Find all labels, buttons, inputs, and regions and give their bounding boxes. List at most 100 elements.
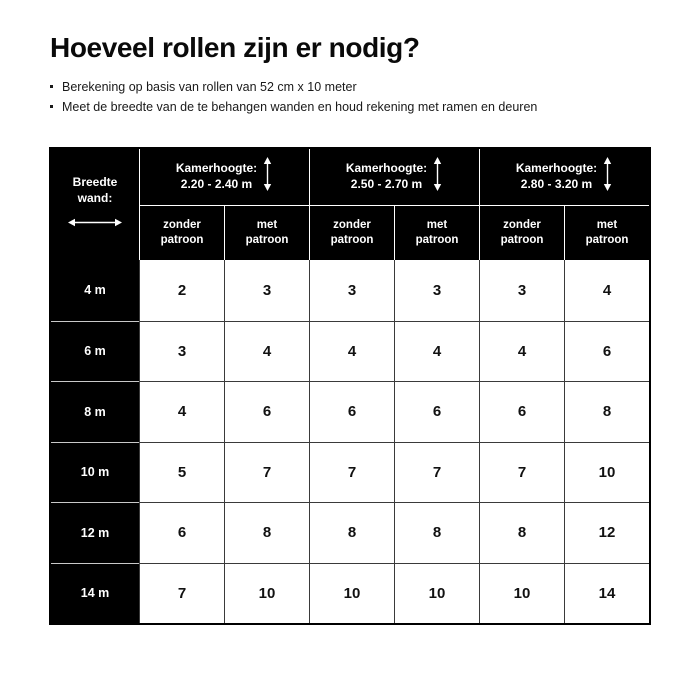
- table-cell: 3: [224, 260, 309, 321]
- table-cell: 3: [394, 260, 479, 321]
- subheader-cell: zonder patroon: [310, 206, 394, 260]
- table-cell: 8: [394, 502, 479, 563]
- table-cell: 8: [309, 502, 394, 563]
- subheader-line2: patroon: [160, 234, 204, 246]
- table-cell: 4: [479, 320, 564, 381]
- group-title-line2: 2.50 - 2.70 m: [350, 177, 423, 191]
- subheader-cell: zonder patroon: [140, 206, 224, 260]
- table-header: Breedte wand: Kamerhoogte:: [51, 149, 649, 260]
- list-item: Meet de breedte van de te behangen wande…: [50, 97, 660, 117]
- subheader-cell: zonder patroon: [480, 206, 564, 260]
- group-title-line1: Kamerhoogte:: [515, 161, 598, 175]
- row-header-cell: 6 m: [51, 320, 139, 381]
- table-cell: 7: [224, 441, 309, 502]
- subheader-line1: met: [256, 219, 278, 231]
- vertical-double-arrow-icon: [262, 156, 273, 196]
- table-cell: 8: [564, 381, 649, 442]
- table-cell: 4: [394, 320, 479, 381]
- table-cell: 4: [139, 381, 224, 442]
- group-title-line2: 2.80 - 3.20 m: [520, 177, 593, 191]
- table-row: 12 m 6 8 8 8 8 12: [51, 502, 649, 563]
- stub-label-line1: Breedte: [72, 175, 118, 189]
- row-header-cell: 8 m: [51, 381, 139, 442]
- rolls-table: Breedte wand: Kamerhoogte:: [49, 147, 651, 625]
- subheader-line1: zonder: [503, 219, 541, 231]
- column-group-3: Kamerhoogte: 2.80 - 3.20 m: [479, 149, 649, 260]
- table-cell: 5: [139, 441, 224, 502]
- heading-block: Hoeveel rollen zijn er nodig? Berekening…: [50, 31, 660, 117]
- column-group-title: Kamerhoogte: 2.20 - 2.40 m: [140, 149, 309, 205]
- table-cell: 6: [479, 381, 564, 442]
- group-title-line1: Kamerhoogte:: [175, 161, 258, 175]
- table-cell: 3: [309, 260, 394, 321]
- table-row: 6 m 3 4 4 4 4 6: [51, 320, 649, 381]
- table-row: 10 m 5 7 7 7 7 10: [51, 441, 649, 502]
- column-subheader-row: zonder patroon met patroon: [310, 205, 479, 260]
- notes-list: Berekening op basis van rollen van 52 cm…: [50, 77, 660, 117]
- subheader-line1: met: [426, 219, 448, 231]
- table-cell: 10: [564, 441, 649, 502]
- table-cell: 7: [479, 441, 564, 502]
- table-cell: 2: [139, 260, 224, 321]
- table-cell: 7: [394, 441, 479, 502]
- subheader-cell: met patroon: [224, 206, 309, 260]
- subheader-line2: patroon: [245, 234, 289, 246]
- vertical-double-arrow-icon: [432, 156, 443, 196]
- table-cell: 4: [309, 320, 394, 381]
- table-cell: 6: [309, 381, 394, 442]
- subheader-line1: met: [596, 219, 618, 231]
- column-group-2: Kamerhoogte: 2.50 - 2.70 m: [309, 149, 479, 260]
- subheader-cell: met patroon: [394, 206, 479, 260]
- column-group-title: Kamerhoogte: 2.50 - 2.70 m: [310, 149, 479, 205]
- table-cell: 6: [224, 381, 309, 442]
- table-cell: 7: [309, 441, 394, 502]
- table-cell: 4: [564, 260, 649, 321]
- table-row: 14 m 7 10 10 10 10 14: [51, 562, 649, 623]
- table-row: 8 m 4 6 6 6 6 8: [51, 381, 649, 442]
- row-header-cell: 14 m: [51, 562, 139, 623]
- row-header-cell: 4 m: [51, 260, 139, 321]
- column-group-1: Kamerhoogte: 2.20 - 2.40 m: [139, 149, 309, 260]
- subheader-line2: patroon: [500, 234, 544, 246]
- list-item: Berekening op basis van rollen van 52 cm…: [50, 77, 660, 97]
- vertical-double-arrow-icon: [602, 156, 613, 196]
- row-header-cell: 12 m: [51, 502, 139, 563]
- table-cell: 10: [394, 562, 479, 623]
- table-cell: 14: [564, 562, 649, 623]
- table-cell: 8: [479, 502, 564, 563]
- table-cell: 10: [224, 562, 309, 623]
- table-body: 4 m 2 3 3 3 3 4 6 m 3 4 4 4 4: [51, 260, 649, 623]
- note-text: Meet de breedte van de te behangen wande…: [62, 100, 538, 114]
- bullet-dot-icon: [50, 85, 53, 88]
- table-cell: 8: [224, 502, 309, 563]
- table-corner-cell: Breedte wand:: [51, 149, 139, 260]
- column-subheader-row: zonder patroon met patroon: [140, 205, 309, 260]
- table-cell: 12: [564, 502, 649, 563]
- stub-label-line2: wand:: [77, 191, 113, 205]
- group-title-line2: 2.20 - 2.40 m: [180, 177, 253, 191]
- row-header-cell: 10 m: [51, 441, 139, 502]
- subheader-line2: patroon: [415, 234, 459, 246]
- subheader-line2: patroon: [585, 234, 629, 246]
- table-cell: 10: [479, 562, 564, 623]
- group-title-line1: Kamerhoogte:: [345, 161, 428, 175]
- table-cell: 6: [564, 320, 649, 381]
- column-group-container: Kamerhoogte: 2.20 - 2.40 m: [139, 149, 649, 260]
- table-cell: 3: [139, 320, 224, 381]
- subheader-line1: zonder: [333, 219, 371, 231]
- table-cell: 6: [139, 502, 224, 563]
- table-cell: 10: [309, 562, 394, 623]
- column-subheader-row: zonder patroon met patroon: [480, 205, 649, 260]
- table-cell: 6: [394, 381, 479, 442]
- page-title: Hoeveel rollen zijn er nodig?: [50, 32, 420, 63]
- horizontal-double-arrow-icon: [68, 215, 122, 233]
- column-group-title: Kamerhoogte: 2.80 - 3.20 m: [480, 149, 649, 205]
- table-cell: 3: [479, 260, 564, 321]
- subheader-line2: patroon: [330, 234, 374, 246]
- table-cell: 4: [224, 320, 309, 381]
- table-row: 4 m 2 3 3 3 3 4: [51, 260, 649, 321]
- table-cell: 7: [139, 562, 224, 623]
- note-text: Berekening op basis van rollen van 52 cm…: [62, 80, 357, 94]
- bullet-dot-icon: [50, 105, 53, 108]
